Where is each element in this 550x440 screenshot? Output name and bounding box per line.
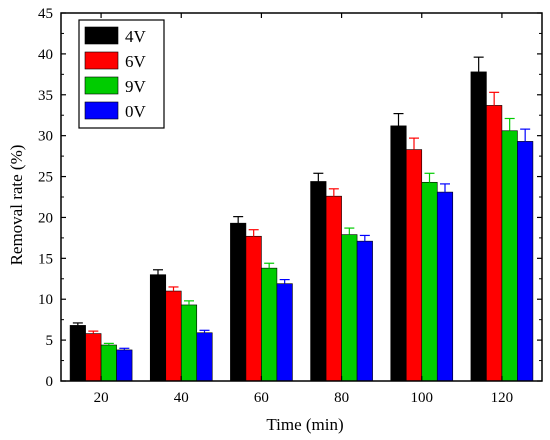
bar-4V-100: [390, 125, 407, 382]
legend-label-0V: 0V: [125, 102, 147, 121]
y-tick-labels: 0 5 10 15 20 25 30 35 40 45: [38, 6, 53, 390]
bar-9V-40: [180, 304, 198, 382]
x-tick-label: 20: [94, 390, 109, 406]
legend-swatch-0V: [84, 101, 119, 120]
x-tick-label: 100: [411, 390, 434, 406]
x-tick-labels: 20 40 60 80 100 120: [94, 390, 514, 406]
bar-4V-60: [230, 222, 247, 382]
bar-9V-80: [341, 234, 358, 382]
bar-6V-80: [325, 195, 342, 382]
y-tick-label: 5: [46, 333, 54, 349]
bar-6V-100: [405, 149, 423, 382]
y-tick-label: 30: [38, 129, 53, 145]
bar-4V-20: [69, 325, 86, 382]
bar-9V-60: [261, 267, 278, 382]
y-tick-label: 15: [38, 251, 53, 267]
y-tick-label: 25: [38, 170, 53, 186]
axis-ticks: [61, 12, 542, 382]
x-tick-label: 80: [334, 390, 349, 406]
bar-0V-60: [276, 283, 293, 382]
y-tick-label: 20: [38, 210, 53, 226]
x-tick-label: 60: [254, 390, 269, 406]
legend-swatch-4V: [84, 26, 119, 45]
bar-0V-80: [356, 240, 373, 382]
bar-9V-20: [100, 344, 117, 382]
legend-label-4V: 4V: [125, 27, 147, 46]
bar-4V-120: [470, 71, 487, 382]
bar-4V-40: [149, 274, 167, 382]
x-tick-label: 40: [174, 390, 189, 406]
bar-6V-20: [85, 333, 102, 382]
bar-4V-80: [310, 181, 327, 382]
y-tick-label: 0: [46, 374, 54, 390]
bar-0V-40: [196, 332, 213, 382]
x-axis-title: Time (min): [266, 415, 343, 434]
bar-0V-100: [436, 191, 454, 382]
y-tick-label: 40: [38, 47, 53, 63]
bar-9V-100: [421, 181, 438, 382]
bar-9V-120: [501, 130, 518, 382]
y-axis-title: Removal rate (%): [7, 145, 26, 266]
bar-0V-120: [517, 141, 534, 382]
x-tick-label: 120: [491, 390, 514, 406]
bar-6V-40: [165, 290, 182, 382]
bar-6V-120: [486, 105, 503, 382]
error-bars: [72, 56, 531, 350]
y-tick-label: 45: [38, 6, 53, 22]
legend-swatch-6V: [84, 51, 119, 70]
y-tick-label: 10: [38, 292, 53, 308]
legend-label-9V: 9V: [125, 77, 147, 96]
legend-label-6V: 6V: [125, 52, 147, 71]
bar-6V-60: [245, 235, 262, 382]
bar-series: [69, 71, 534, 382]
legend: 4V 6V 9V 0V: [78, 19, 165, 129]
y-tick-label: 35: [38, 88, 53, 104]
bar-0V-20: [116, 349, 133, 382]
legend-swatch-9V: [84, 76, 119, 95]
